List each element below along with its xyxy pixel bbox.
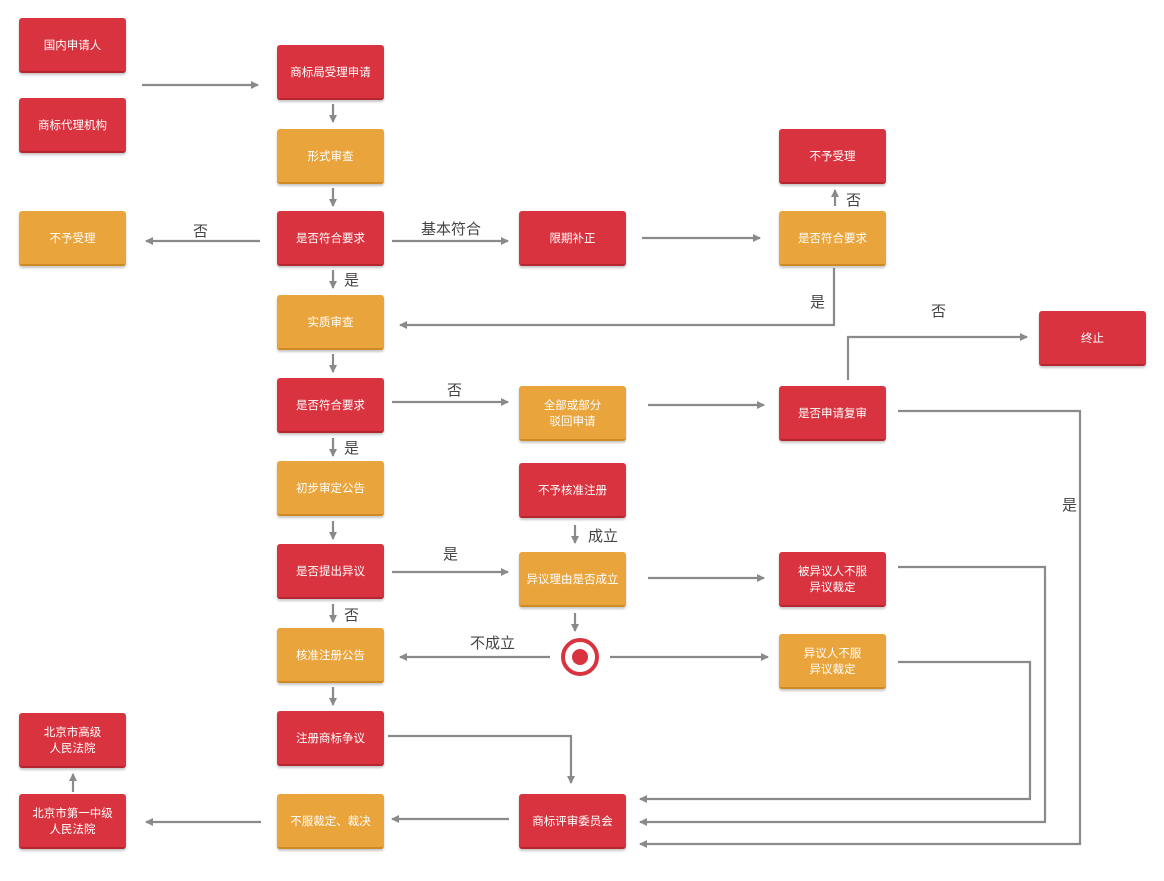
label-no-left: 否: [193, 222, 209, 240]
node-reg-dispute: 注册商标争议: [277, 711, 384, 766]
label-yes-review: 是: [1062, 496, 1078, 514]
node-not-approved-reg: 不予核准注册: [519, 463, 626, 518]
label-not-established: 不成立: [470, 634, 516, 652]
node-tm-review-board: 商标评审委员会: [519, 794, 626, 849]
label-yes-opposition: 是: [443, 545, 459, 563]
label-yes-1: 是: [344, 271, 360, 289]
arrow-review-to-board: [639, 409, 1082, 848]
node-meets-req-2: 是否符合要求: [779, 211, 886, 266]
node-formal-exam: 形式审查: [277, 129, 384, 184]
node-not-accepted-right: 不予受理: [779, 129, 886, 184]
label-no-top-right: 否: [846, 191, 862, 209]
node-domestic-applicant: 国内申请人: [19, 18, 126, 73]
node-meets-req-3: 是否符合要求: [277, 378, 384, 433]
node-opposition-raised: 是否提出异议: [277, 544, 384, 599]
node-opponent-disagree: 异议人不服 异议裁定: [779, 634, 886, 689]
label-no-terminate: 否: [931, 302, 947, 320]
label-established: 成立: [588, 527, 619, 545]
arrow-review-to-terminate: [846, 333, 1028, 380]
label-yes-2: 是: [344, 439, 360, 457]
label-yes-right: 是: [810, 293, 826, 311]
arrow-opponent-to-board: [639, 660, 1032, 803]
node-beijing-first-court: 北京市第一中级 人民法院: [19, 794, 126, 849]
node-limited-correction: 限期补正: [519, 211, 626, 266]
node-trademark-agency: 商标代理机构: [19, 98, 126, 153]
node-substantive-exam: 实质审查: [277, 295, 384, 350]
node-approve-announce: 核准注册公告: [277, 628, 384, 683]
node-apply-review: 是否申请复审: [779, 386, 886, 441]
node-prelim-announce: 初步审定公告: [277, 461, 384, 516]
node-opponee-disagree: 被异议人不服 异议裁定: [779, 552, 886, 607]
node-meets-req-1: 是否符合要求: [277, 211, 384, 266]
node-tmo-accept: 商标局受理申请: [277, 45, 384, 100]
label-no-reject: 否: [447, 381, 463, 399]
node-beijing-high-court: 北京市高级 人民法院: [19, 713, 126, 768]
node-terminate: 终止: [1039, 311, 1146, 366]
arrow-check2-to-substantive: [399, 268, 836, 329]
node-disagree-ruling: 不服裁定、裁决: [277, 794, 384, 849]
decision-target-icon: [561, 638, 599, 676]
label-basic-conform: 基本符合: [421, 220, 482, 238]
arrow-dispute-to-board: [388, 734, 575, 784]
label-no-opposition: 否: [344, 606, 360, 624]
node-opposition-valid: 异议理由是否成立: [519, 552, 626, 607]
node-not-accepted-left: 不予受理: [19, 211, 126, 266]
arrow-opponee-to-board: [639, 565, 1047, 826]
node-reject-all-or-part: 全部或部分 驳回申请: [519, 386, 626, 441]
